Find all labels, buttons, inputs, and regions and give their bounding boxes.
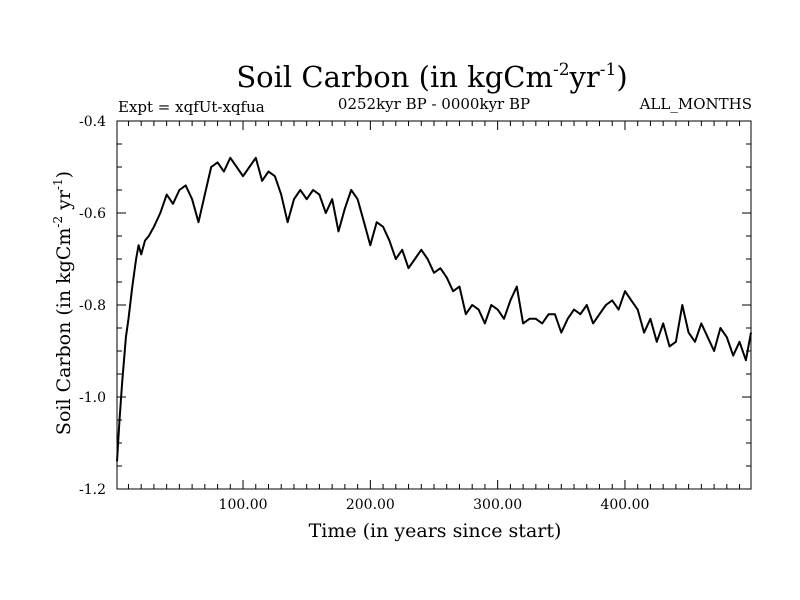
x-tick-label: 300.00 bbox=[473, 497, 522, 513]
subtitle-right: ALL_MONTHS bbox=[639, 95, 752, 113]
series-line bbox=[116, 156, 752, 462]
y-tick-label: -0.8 bbox=[79, 298, 106, 314]
subtitle-center: 0252kyr BP - 0000kyr BP bbox=[338, 95, 530, 113]
chart-title: Soil Carbon (in kgCm-2yr-1) bbox=[236, 60, 627, 94]
axis-tick-labels: 100.00 200.00 300.00 400.00 -1.2 -1.0 -0.8 -0.6… bbox=[79, 114, 649, 513]
x-tick-label: 200.00 bbox=[346, 497, 395, 513]
axis-ticks bbox=[117, 120, 751, 490]
plot-frame bbox=[116, 120, 752, 490]
x-axis-label: Time (in years since start) bbox=[309, 520, 562, 542]
y-tick-label: -1.0 bbox=[79, 390, 106, 406]
y-tick-label: -0.4 bbox=[79, 114, 106, 130]
subtitle-left: Expt = xqfUt-xqfua bbox=[118, 98, 265, 116]
y-tick-label: -0.6 bbox=[79, 206, 106, 222]
y-axis-label: Soil Carbon (in kgCm-2 yr-1) bbox=[51, 171, 75, 435]
y-tick-label: -1.2 bbox=[79, 482, 106, 498]
x-tick-label: 400.00 bbox=[600, 497, 649, 513]
x-tick-label: 100.00 bbox=[219, 497, 268, 513]
